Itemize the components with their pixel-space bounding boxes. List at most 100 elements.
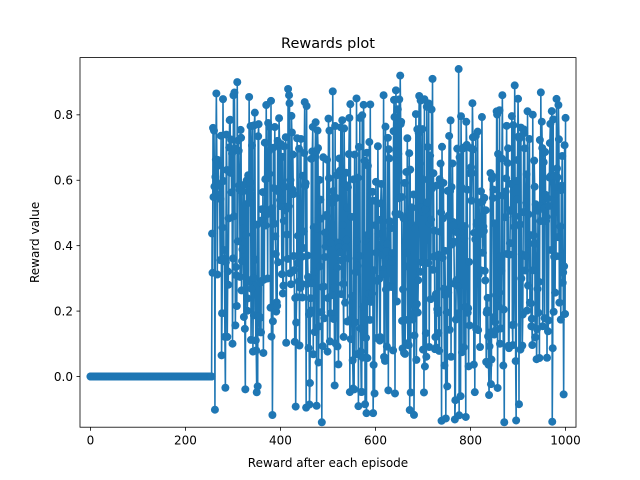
data-point — [424, 99, 433, 108]
data-point — [212, 89, 221, 98]
data-point — [441, 414, 450, 423]
data-point — [487, 355, 496, 364]
data-point — [405, 149, 414, 158]
data-point — [330, 283, 339, 292]
x-tick-label: 400 — [269, 434, 292, 448]
data-point — [315, 175, 324, 184]
data-point — [379, 91, 388, 100]
data-point — [500, 418, 509, 427]
data-point — [348, 292, 357, 301]
data-point — [460, 234, 469, 243]
data-point — [524, 239, 533, 248]
data-point — [352, 94, 361, 103]
data-point — [227, 188, 236, 197]
data-point — [491, 318, 500, 327]
data-point — [359, 302, 368, 311]
y-tick-label: 0.0 — [54, 370, 73, 384]
data-point — [384, 386, 393, 395]
data-point — [497, 154, 506, 163]
data-point — [427, 215, 436, 224]
data-point — [481, 206, 490, 215]
data-point — [289, 252, 298, 261]
x-tick-label: 600 — [364, 434, 387, 448]
data-point — [310, 268, 319, 277]
data-point — [332, 194, 341, 203]
plot-frame — [79, 57, 577, 428]
data-point — [361, 400, 370, 409]
data-point — [499, 305, 508, 314]
data-point — [497, 266, 506, 275]
data-point — [242, 230, 251, 239]
data-point — [221, 383, 230, 392]
data-point — [253, 382, 262, 391]
data-point — [281, 133, 290, 142]
data-point — [353, 173, 362, 182]
data-point — [444, 288, 453, 297]
data-point — [324, 174, 333, 183]
data-point — [389, 127, 398, 136]
data-point — [292, 293, 301, 302]
data-point — [532, 239, 541, 248]
data-point — [266, 96, 275, 105]
data-point — [406, 165, 415, 174]
data-point — [477, 113, 486, 122]
data-point — [400, 178, 409, 187]
data-point — [370, 389, 379, 398]
data-point — [409, 410, 418, 419]
data-point — [224, 280, 233, 289]
data-point — [420, 362, 429, 371]
data-point — [383, 239, 392, 248]
data-point — [315, 262, 324, 271]
data-point — [485, 342, 494, 351]
data-point — [246, 178, 255, 187]
data-point — [399, 285, 408, 294]
data-point — [261, 221, 270, 230]
data-point — [269, 143, 278, 152]
data-point — [549, 115, 558, 124]
data-point — [336, 248, 345, 257]
data-point — [536, 217, 545, 226]
data-point — [374, 229, 383, 238]
data-point — [467, 196, 476, 205]
data-point — [389, 346, 398, 355]
data-point — [520, 144, 529, 153]
data-point — [520, 129, 529, 138]
data-point — [439, 178, 448, 187]
data-point — [560, 262, 569, 271]
data-point — [238, 257, 247, 266]
data-point — [535, 136, 544, 144]
data-point — [524, 210, 533, 219]
y-tick-label: 0.6 — [54, 174, 73, 188]
data-point — [305, 400, 314, 409]
data-point — [303, 251, 312, 260]
data-point — [552, 94, 561, 103]
data-point — [534, 277, 543, 286]
data-point — [467, 163, 475, 172]
data-point — [412, 355, 421, 364]
data-point — [279, 216, 288, 225]
data-point — [465, 257, 474, 266]
data-point — [469, 145, 478, 154]
data-point — [243, 294, 252, 303]
data-point — [267, 332, 276, 341]
data-point — [426, 295, 435, 304]
data-point — [279, 281, 288, 290]
data-point — [522, 198, 531, 207]
data-point — [535, 354, 544, 363]
data-point — [274, 187, 283, 196]
data-point — [354, 142, 363, 151]
data-point — [392, 297, 401, 306]
data-point — [208, 229, 217, 238]
data-point — [239, 224, 248, 233]
data-point — [423, 142, 432, 151]
data-point — [451, 315, 460, 324]
data-point — [293, 259, 302, 268]
data-point — [313, 126, 322, 135]
data-point — [228, 254, 237, 263]
data-point — [251, 255, 260, 264]
data-point — [531, 333, 540, 342]
data-point — [258, 188, 267, 197]
data-point — [386, 224, 395, 233]
data-point — [352, 237, 361, 246]
data-point — [555, 298, 564, 307]
